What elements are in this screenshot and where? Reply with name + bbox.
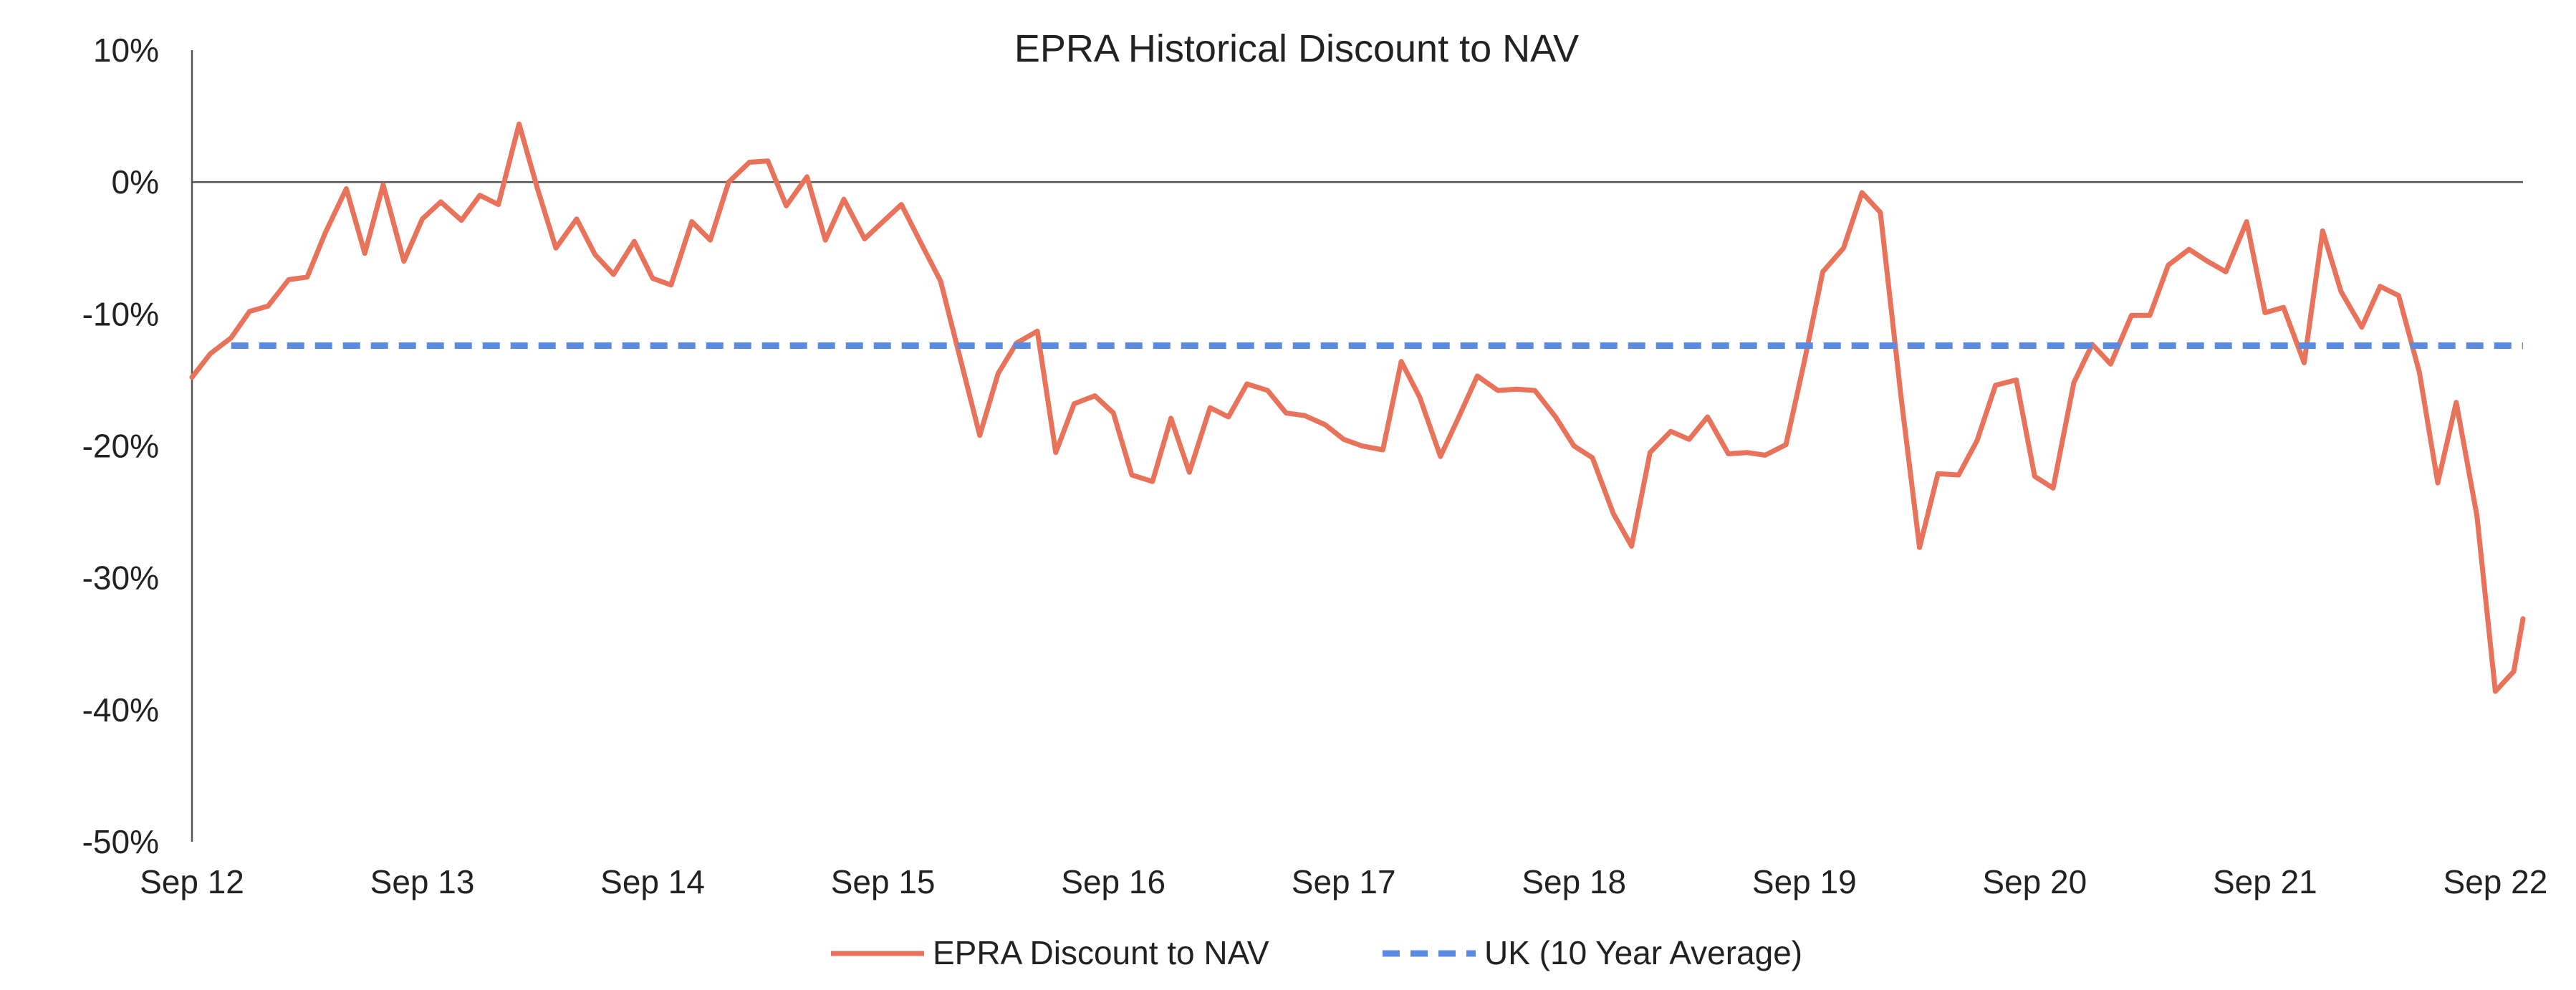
axes	[191, 50, 2523, 842]
x-tick-label: Sep 17	[1292, 863, 1396, 900]
x-tick-label: Sep 22	[2443, 863, 2548, 900]
y-tick-label: -50%	[82, 823, 159, 860]
x-tick-label: Sep 20	[1982, 863, 2087, 900]
y-tick-label: 10%	[93, 32, 159, 69]
y-tick-label: -30%	[82, 559, 159, 597]
x-tick-label: Sep 16	[1061, 863, 1166, 900]
legend: EPRA Discount to NAV UK (10 Year Average)	[831, 934, 1802, 971]
y-tick-label: -10%	[82, 295, 159, 332]
x-tick-label: Sep 18	[1522, 863, 1626, 900]
x-tick-label: Sep 14	[600, 863, 705, 900]
legend-label-uk-average: UK (10 Year Average)	[1484, 934, 1802, 971]
x-tick-label: Sep 15	[831, 863, 936, 900]
y-tick-label: -20%	[82, 428, 159, 465]
x-tick-label: Sep 12	[140, 863, 244, 900]
x-tick-label: Sep 13	[370, 863, 475, 900]
x-tick-label: Sep 21	[2213, 863, 2317, 900]
y-tick-label: -40%	[82, 691, 159, 729]
x-axis-ticks: Sep 12 Sep 13 Sep 14 Sep 15 Sep 16 Sep 17 Sep …	[140, 863, 2547, 900]
series-layer	[189, 121, 2526, 694]
series-line-epra-discount	[189, 121, 2526, 694]
legend-label-epra: EPRA Discount to NAV	[933, 934, 1269, 971]
y-tick-label: 0%	[112, 163, 159, 201]
chart-title: EPRA Historical Discount to NAV	[1014, 27, 1579, 70]
y-axis-ticks: 10% 0% -10% -20% -30% -40% -50%	[82, 32, 159, 860]
x-tick-label: Sep 19	[1752, 863, 1857, 900]
